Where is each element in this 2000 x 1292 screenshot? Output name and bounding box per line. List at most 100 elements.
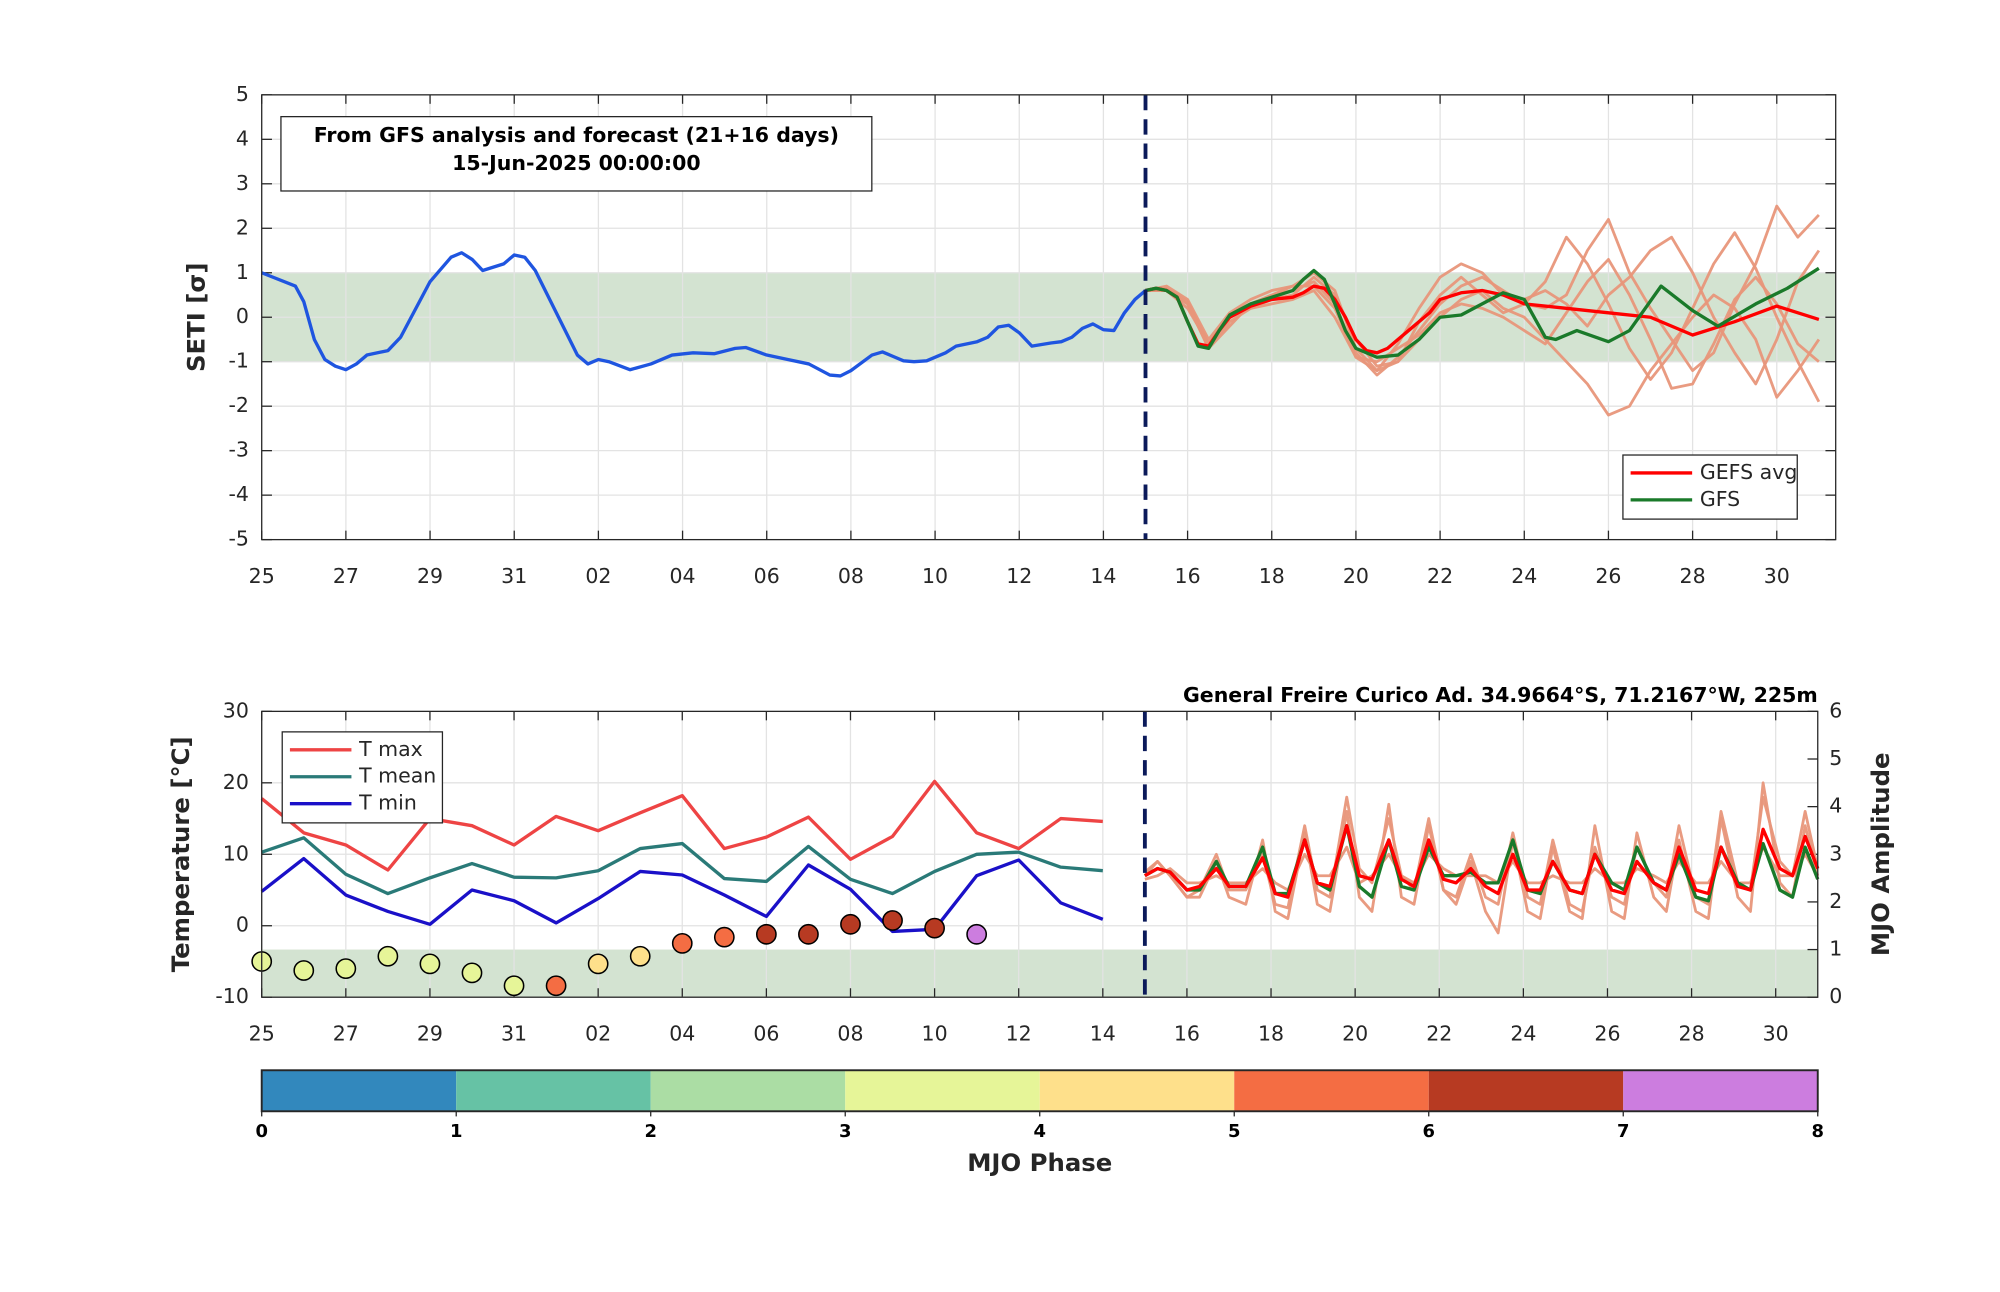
colorbar-segment	[456, 1070, 651, 1112]
x-tick-label: 12	[1006, 564, 1032, 588]
x-tick-label: 26	[1594, 1021, 1620, 1045]
mjo-point	[671, 932, 693, 954]
y2-tick-label: 0	[1829, 984, 1842, 1008]
x-tick-label: 20	[1342, 1021, 1368, 1045]
mjo-point	[545, 975, 567, 997]
x-tick-label: 31	[501, 1021, 527, 1045]
colorbar-tick-label: 8	[1812, 1121, 1824, 1142]
x-tick-label: 14	[1090, 564, 1116, 588]
x-tick-label: 06	[754, 564, 780, 588]
x-tick-label: 10	[922, 1021, 948, 1045]
annotation-box	[280, 115, 873, 192]
x-tick-label: 04	[670, 564, 696, 588]
x-tick-label: 30	[1764, 564, 1790, 588]
colorbar-tick-label: 6	[1423, 1121, 1435, 1142]
colorbar-segment	[261, 1070, 457, 1112]
legend-label: T max	[358, 737, 423, 761]
ensemble-line	[1145, 235, 1821, 386]
series-line	[261, 251, 1147, 378]
y2-tick-label: 5	[1829, 746, 1842, 770]
ensemble-line	[1143, 781, 1820, 935]
ensemble-line	[1145, 258, 1820, 390]
y-axis-label: Temperature [°C]	[166, 736, 195, 972]
y-tick-label: 10	[223, 841, 249, 865]
mjo-point	[587, 953, 609, 975]
x-tick-label: 02	[585, 564, 611, 588]
x-tick-label: 16	[1174, 1021, 1200, 1045]
y2-tick-label: 6	[1829, 698, 1842, 722]
x-tick-label: 27	[333, 564, 359, 588]
colorbar-segment	[1428, 1070, 1624, 1112]
x-tick-label: 25	[249, 564, 275, 588]
y-tick-label: -2	[228, 393, 248, 417]
y-tick-label: -4	[228, 482, 248, 506]
y-tick-label: -1	[228, 349, 248, 373]
colorbar-tick-label: 5	[1228, 1121, 1240, 1142]
colorbar-tick-label: 3	[839, 1121, 851, 1142]
colorbar-tick-label: 4	[1033, 1121, 1045, 1142]
series-line	[261, 836, 1103, 896]
y-tick-label: -10	[215, 984, 248, 1008]
colorbar-segment	[650, 1070, 846, 1112]
mjo-point	[840, 913, 861, 935]
legend-label: GEFS avg	[1700, 460, 1798, 484]
y-tick-label: 0	[236, 304, 249, 328]
ensemble-line	[1143, 795, 1820, 913]
x-tick-label: 30	[1763, 1021, 1789, 1045]
y2-tick-label: 3	[1829, 841, 1842, 865]
y2-tick-label: 1	[1829, 937, 1842, 961]
series-line	[260, 856, 1104, 934]
y-tick-label: 3	[236, 171, 249, 195]
annotation-text: 15-Jun-2025 00:00:00	[452, 151, 701, 175]
chart-title: General Freire Curico Ad. 34.9664°S, 71.…	[1183, 683, 1818, 707]
mjo-point	[629, 945, 651, 967]
y-axis-label: SETI [σ]	[182, 262, 211, 372]
series-line	[1144, 824, 1820, 899]
colorbar-tick-label: 1	[450, 1121, 462, 1142]
colorbar-label: MJO Phase	[967, 1148, 1112, 1177]
x-tick-label: 24	[1511, 564, 1537, 588]
x-tick-label: 02	[585, 1021, 611, 1045]
x-tick-label: 16	[1175, 564, 1201, 588]
x-tick-label: 31	[501, 564, 527, 588]
legend-box	[1622, 454, 1798, 520]
y-tick-label: 2	[236, 215, 249, 239]
colorbar-segment	[1039, 1070, 1235, 1112]
legend-label: GFS	[1700, 487, 1740, 511]
mjo-point	[798, 923, 819, 945]
mjo-point	[966, 923, 988, 945]
x-tick-label: 18	[1258, 1021, 1284, 1045]
legend-label: T mean	[358, 764, 436, 788]
mjo-point	[713, 926, 735, 948]
x-tick-label: 08	[838, 564, 864, 588]
x-tick-label: 08	[837, 1021, 863, 1045]
x-tick-label: 29	[417, 1021, 443, 1045]
series-line	[1144, 824, 1820, 903]
y-tick-label: 20	[223, 770, 249, 794]
series-line	[260, 779, 1103, 872]
legend-label: T min	[358, 791, 417, 815]
colorbar-segment	[1623, 1070, 1818, 1112]
mjo-point	[461, 962, 483, 984]
x-tick-label: 29	[417, 564, 443, 588]
y-tick-label: 0	[236, 913, 249, 937]
x-tick-label: 28	[1680, 564, 1706, 588]
y-tick-label: 5	[236, 82, 249, 106]
colorbar-tick-label: 7	[1617, 1121, 1629, 1142]
colorbar-tick-label: 2	[644, 1121, 656, 1142]
annotation-text: From GFS analysis and forecast (21+16 da…	[314, 123, 839, 147]
x-tick-label: 20	[1343, 564, 1369, 588]
y-tick-label: 1	[236, 260, 249, 284]
plot-frame	[261, 710, 1819, 998]
colorbar-segment	[845, 1070, 1040, 1112]
x-tick-label: 22	[1427, 564, 1453, 588]
mjo-point	[377, 945, 399, 967]
colorbar-tick-label: 0	[255, 1121, 267, 1142]
series-line	[1145, 284, 1820, 355]
y2-tick-label: 2	[1829, 889, 1842, 913]
y2-tick-label: 4	[1829, 794, 1842, 818]
colorbar-segment	[1234, 1070, 1429, 1112]
ensemble-line	[1144, 845, 1819, 892]
x-tick-label: 24	[1510, 1021, 1536, 1045]
